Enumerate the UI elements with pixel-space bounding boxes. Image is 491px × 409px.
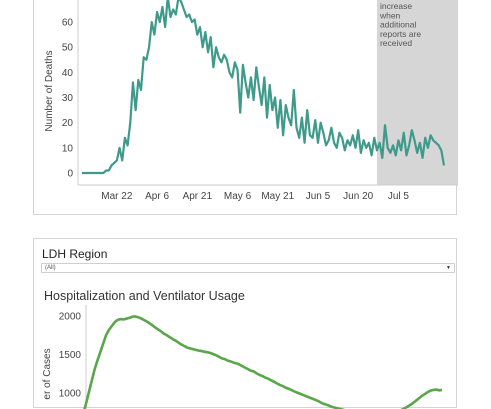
dropdown-arrow-icon: ▼ <box>446 265 451 271</box>
region-filter-label: LDH Region <box>42 247 108 261</box>
region-filter-dropdown[interactable]: (All) ▼ <box>41 263 455 273</box>
region-filter-selected: (All) <box>45 265 56 271</box>
deaths-y-tick-label: 30 <box>62 93 74 104</box>
hospitalization-panel: LDH Region (All) ▼ Hospitalization and V… <box>33 238 457 409</box>
deaths-x-tick-label: Jul 5 <box>388 191 410 202</box>
hosp-y-tick-label: 1000 <box>59 389 82 400</box>
hosp-y-ticks: 1000 1500 2000 <box>59 312 82 400</box>
deaths-y-ticks: 0 10 20 30 40 50 60 <box>62 18 74 180</box>
incomplete-data-note-line: increase <box>380 1 412 11</box>
deaths-x-tick-label: Mar 22 <box>101 191 133 202</box>
incomplete-data-note-line: additional <box>380 20 417 30</box>
deaths-x-tick-label: Jun 20 <box>343 191 373 202</box>
incomplete-data-note-line: received <box>380 38 412 48</box>
deaths-x-tick-label: May 6 <box>224 191 252 202</box>
deaths-x-tick-label: Apr 6 <box>145 191 169 202</box>
deaths-x-ticks: Mar 22 Apr 6 Apr 21 May 6 May 21 Jun 5 Jun 20 J… <box>101 191 409 202</box>
deaths-y-tick-label: 0 <box>67 169 73 180</box>
deaths-y-tick-label: 50 <box>62 43 74 54</box>
incomplete-data-note-line: when <box>379 10 401 20</box>
deaths-chart-panel: increase when additional reports are receive… <box>33 0 458 215</box>
deaths-y-tick-label: 40 <box>62 68 74 79</box>
incomplete-data-note-line: reports are <box>380 29 421 39</box>
hosp-y-tick-label: 2000 <box>59 312 82 323</box>
hosp-y-tick-label: 1500 <box>59 350 82 361</box>
deaths-y-tick-label: 20 <box>62 118 74 129</box>
hospitalization-chart: 1000 1500 2000 er of Cases <box>42 305 443 409</box>
hosp-series-line <box>83 315 443 409</box>
deaths-x-tick-label: Apr 21 <box>183 191 213 202</box>
hosp-y-axis-label: er of Cases <box>42 348 53 399</box>
hospitalization-chart-title: Hospitalization and Ventilator Usage <box>44 289 245 303</box>
deaths-y-axis-label: Number of Deaths <box>44 50 55 131</box>
deaths-y-tick-label: 10 <box>62 143 74 154</box>
incomplete-data-shade <box>376 0 458 185</box>
deaths-y-tick-label: 60 <box>62 18 74 29</box>
deaths-x-tick-label: May 21 <box>261 191 294 202</box>
deaths-series-line <box>82 0 446 175</box>
deaths-x-tick-label: Jun 5 <box>306 191 331 202</box>
